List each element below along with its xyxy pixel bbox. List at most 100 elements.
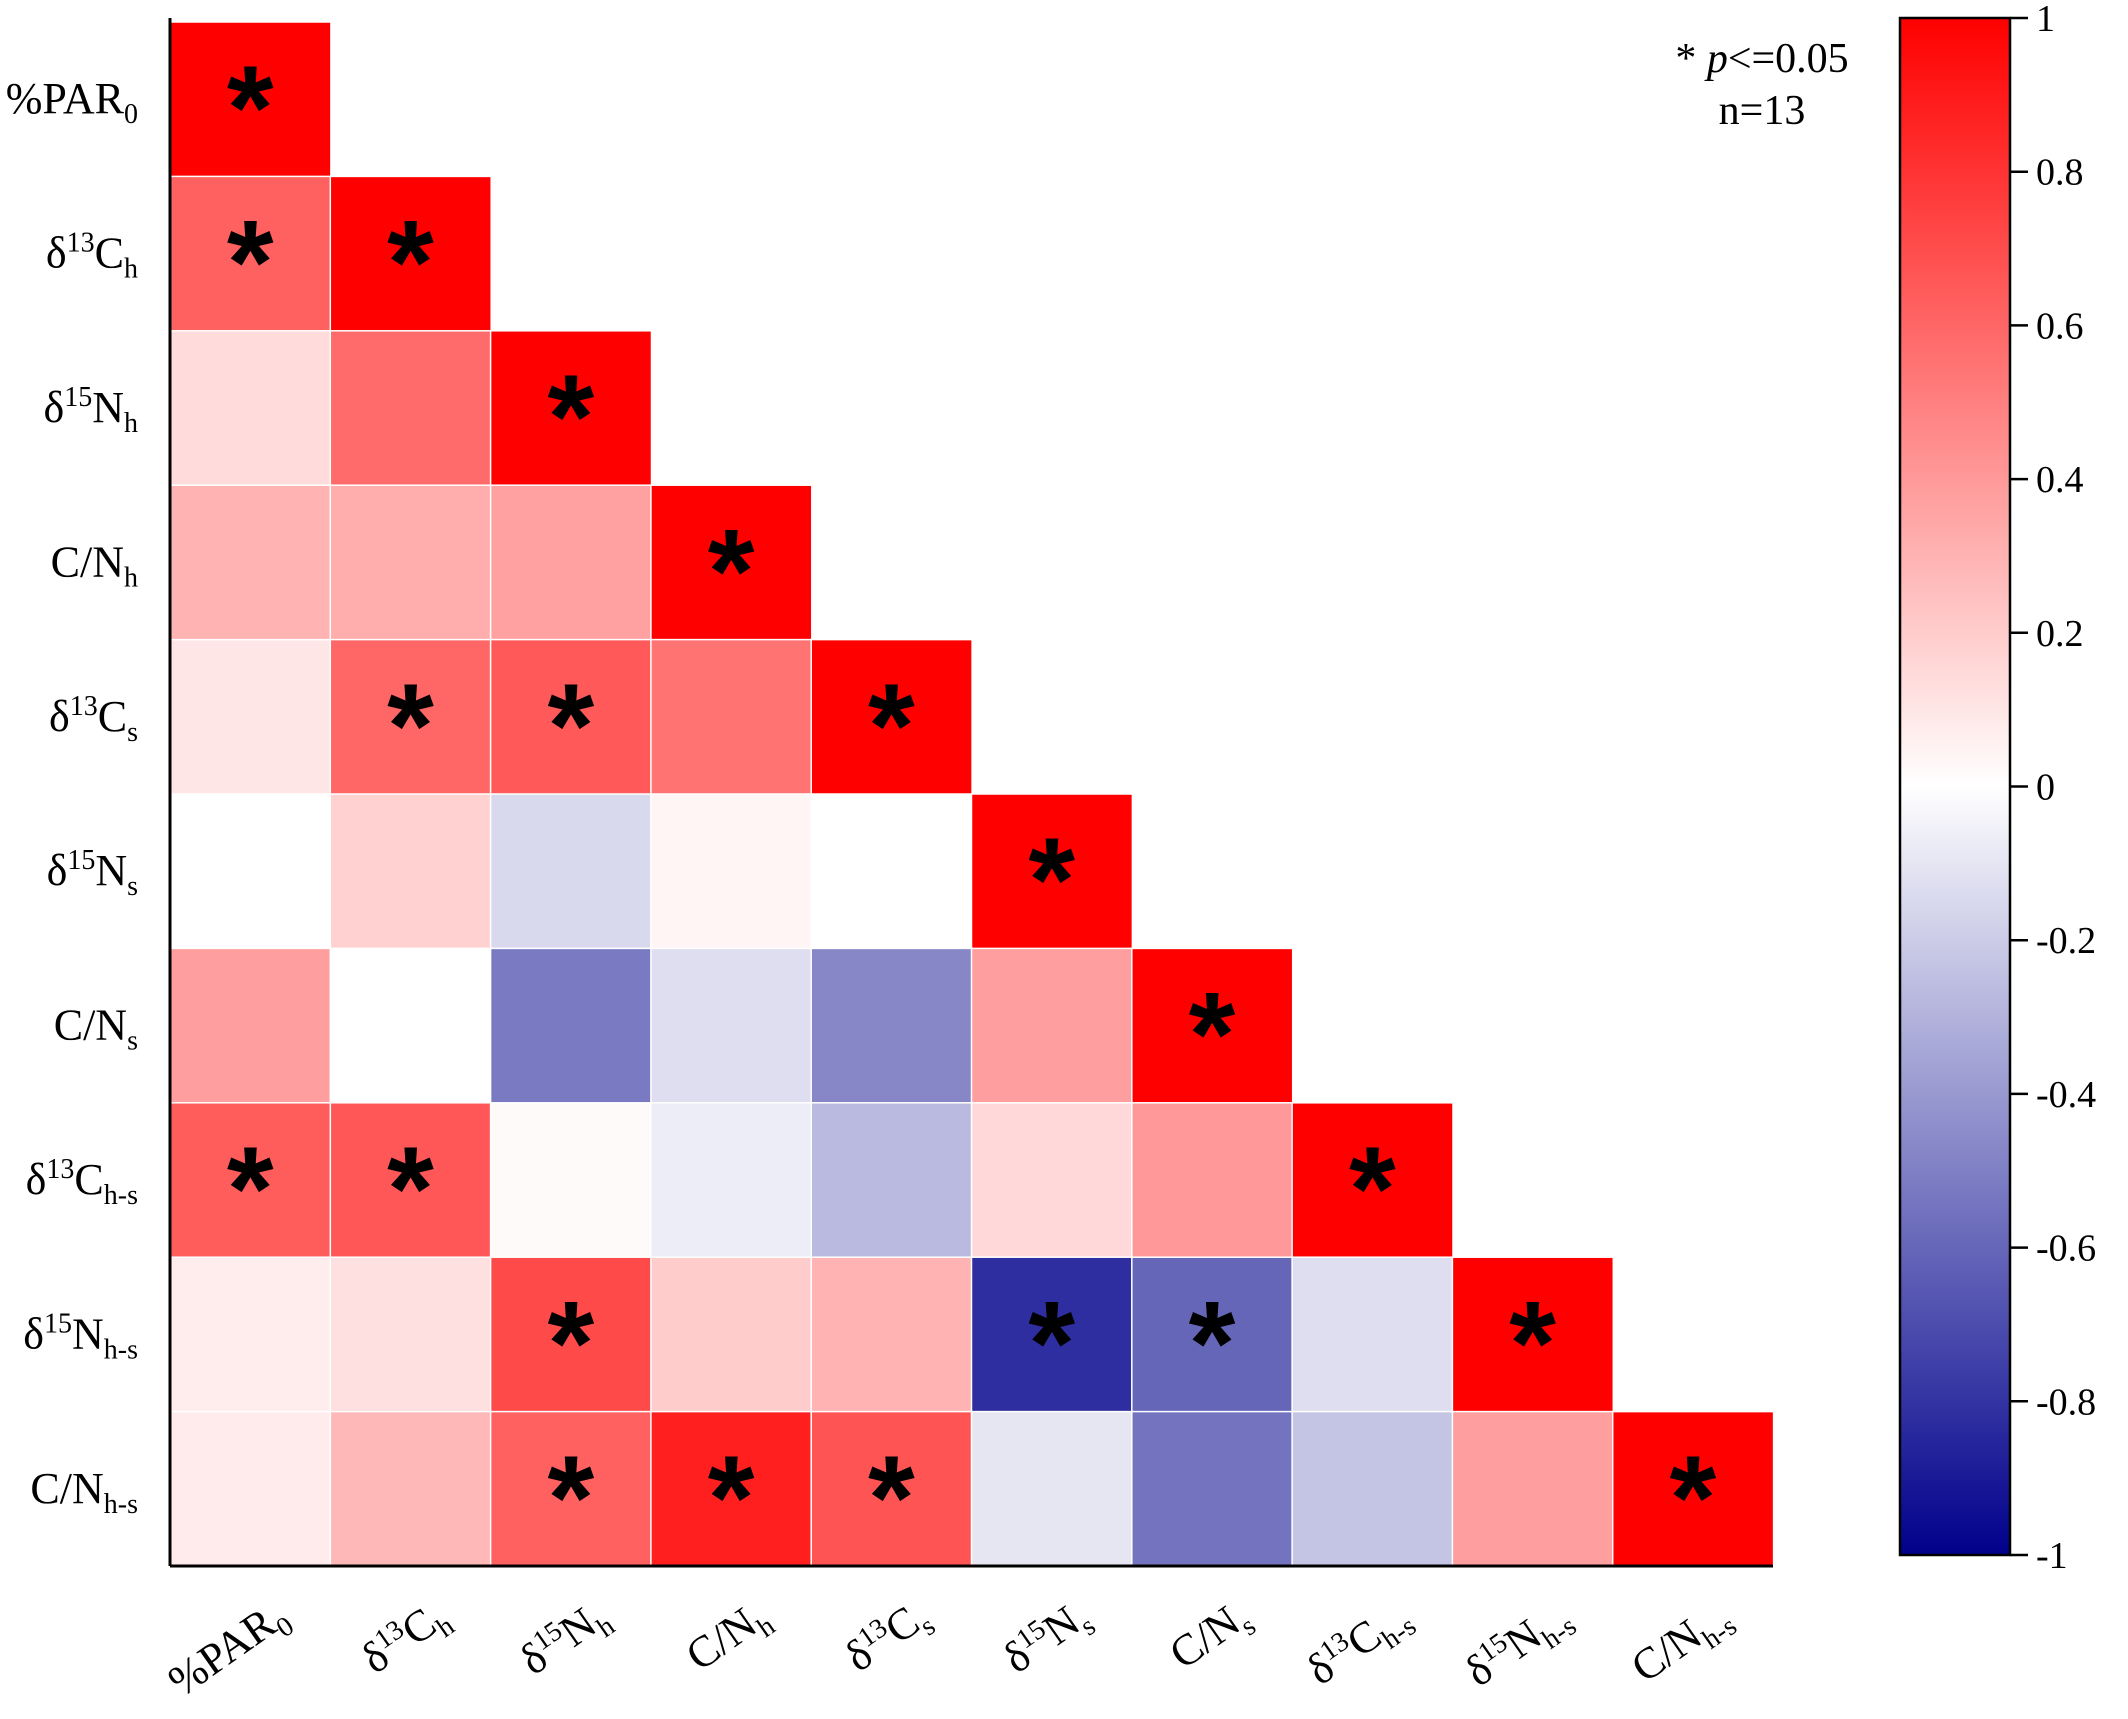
heatmap-cell-r8-c3 [650,1256,813,1413]
heatmap-cell-r3-c2 [489,484,653,641]
note-sample-size: n=13 [1719,88,1806,134]
significance-star-r8-c6: * [1189,1276,1236,1410]
heatmap-cell-r4-c4 [810,638,973,796]
heatmap-cell-r2-c0 [169,330,332,487]
heatmap-cell-r6-c5 [970,947,1134,1105]
significance-star-r5-c5: * [1028,813,1075,947]
heatmap-cell-r7-c7 [1291,1102,1454,1259]
y-label-13c-h: δ13Ch [46,228,138,285]
heatmap-cell-r9-c1 [329,1410,492,1568]
heatmap-cell-r6-c0 [169,947,332,1105]
heatmap-cell-r8-c5 [970,1256,1134,1413]
x-label-cn-s: C/Ns [1161,1590,1262,1684]
y-label-15n-h: δ15Nh [43,382,138,439]
heatmap-cell-r4-c1 [329,638,492,796]
significance-star-r8-c8: * [1509,1276,1556,1410]
heatmap-cells [169,21,1775,1568]
colorbar-tick-label: -0.8 [2036,1381,2096,1423]
x-label-15n-s: δ15Ns [994,1589,1102,1688]
x-label-15n-h-s: δ15Nh-s [1456,1589,1583,1702]
heatmap-cell-r8-c1 [329,1256,492,1413]
colorbar: 1 0.8 0.6 0.4 0.2 0 -0.2 -0.4 -0.6 -0.8 -1 [1898,0,2096,1577]
colorbar-tick-label: 0 [2036,767,2055,809]
significance-star-r7-c1: * [387,1122,434,1256]
colorbar-tick-label: -0.4 [2036,1074,2096,1116]
significance-star-r3-c3: * [708,504,755,638]
significance-star-r9-c3: * [708,1431,755,1565]
significance-star-r1-c0: * [227,196,274,330]
heatmap-cell-r6-c2 [489,947,653,1105]
colorbar-gradient [1898,16,2012,1557]
heatmap-cell-r9-c4 [810,1410,973,1568]
significance-star-r8-c2: * [547,1276,594,1410]
note-p-value: * p<=0.05 [1675,36,1848,82]
heatmap-cell-r6-c6 [1131,947,1294,1105]
heatmap-cell-r3-c0 [169,484,332,641]
heatmap-cell-r6-c4 [810,947,973,1105]
y-axis-labels: %PAR0 δ13Ch δ15Nh C/Nh δ13Cs δ15Ns C/Ns δ13Ch-s… [6,74,138,1520]
significance-star-r2-c2: * [547,350,594,484]
heatmap-cell-r7-c0 [169,1102,332,1259]
heatmap-cell-r9-c9 [1611,1410,1775,1568]
heatmap-cell-r9-c3 [650,1410,813,1568]
significance-star-r8-c5: * [1028,1276,1075,1410]
heatmap-cell-r7-c2 [489,1102,653,1259]
heatmap-cell-r5-c3 [650,793,813,950]
y-label-13c-s: δ13Cs [49,691,138,748]
heatmap-cell-r8-c2 [489,1256,653,1413]
x-label-cn-h: C/Nh [677,1590,781,1686]
y-label-15n-h-s: δ15Nh-s [23,1308,138,1365]
colorbar-tick-label: -0.6 [2036,1228,2096,1270]
significance-star-r1-c1: * [387,196,434,330]
x-label-par-0: %PAR0 [159,1590,299,1712]
heatmap-cell-r0-c0 [169,21,332,178]
x-label-13c-h-s: δ13Ch-s [1297,1589,1422,1700]
significance-star-r4-c1: * [387,659,434,793]
heatmap-cell-r8-c4 [810,1256,973,1413]
heatmap-cell-r3-c1 [329,484,492,641]
note-p: p [1704,36,1728,82]
heatmap-cell-r5-c2 [489,793,653,950]
heatmap-cell-r5-c0 [169,793,332,950]
significance-star-r7-c0: * [227,1122,274,1256]
y-label-cn-h-s: C/Nh-s [30,1464,138,1520]
heatmap-cell-r8-c7 [1291,1256,1454,1413]
heatmap-cell-r7-c6 [1131,1102,1294,1259]
heatmap-cell-r9-c5 [970,1410,1134,1568]
colorbar-tick-label: 0.2 [2036,613,2084,655]
y-label-par-0: %PAR0 [6,74,138,130]
colorbar-tick-label: 0.4 [2036,459,2084,501]
heatmap-cell-r5-c4 [810,793,973,950]
x-label-13c-h: δ13Ch [352,1589,460,1689]
y-label-13c-h-s: δ13Ch-s [26,1154,138,1211]
heatmap-cell-r5-c1 [329,793,492,950]
heatmap-cell-r2-c1 [329,330,492,487]
heatmap-axes [168,18,1773,1568]
heatmap-cell-r8-c8 [1451,1256,1615,1413]
x-label-cn-h-s: C/Nh-s [1622,1590,1742,1698]
heatmap-cell-r1-c0 [169,175,332,333]
significance-star-r4-c2: * [547,659,594,793]
heatmap-cell-r9-c8 [1451,1410,1615,1568]
heatmap-cell-r4-c0 [169,638,332,796]
heatmap-cell-r2-c2 [489,330,653,487]
heatmap-cell-r6-c3 [650,947,813,1105]
y-label-cn-s: C/Ns [54,1001,138,1057]
significance-star-r9-c2: * [547,1431,594,1565]
heatmap-cell-r7-c4 [810,1102,973,1259]
colorbar-tick-label: 1 [2036,0,2055,40]
heatmap-cell-r9-c7 [1291,1410,1454,1568]
heatmap-cell-r5-c5 [970,793,1134,950]
heatmap-cell-r6-c1 [329,947,492,1105]
colorbar-tick-label: 0.8 [2036,152,2084,194]
heatmap-cell-r3-c3 [650,484,813,641]
colorbar-tick-label: -1 [2036,1535,2068,1577]
significance-star-r9-c4: * [868,1431,915,1565]
y-label-cn-h: C/Nh [51,537,138,593]
x-label-13c-s: δ13Cs [836,1589,942,1687]
colorbar-tick-label: 0.6 [2036,305,2084,347]
significance-markers: * * * * * * * * * * * * * * * * * * * * * [227,41,1717,1565]
significance-star-r6-c6: * [1189,968,1236,1102]
heatmap-cell-r4-c2 [489,638,653,796]
